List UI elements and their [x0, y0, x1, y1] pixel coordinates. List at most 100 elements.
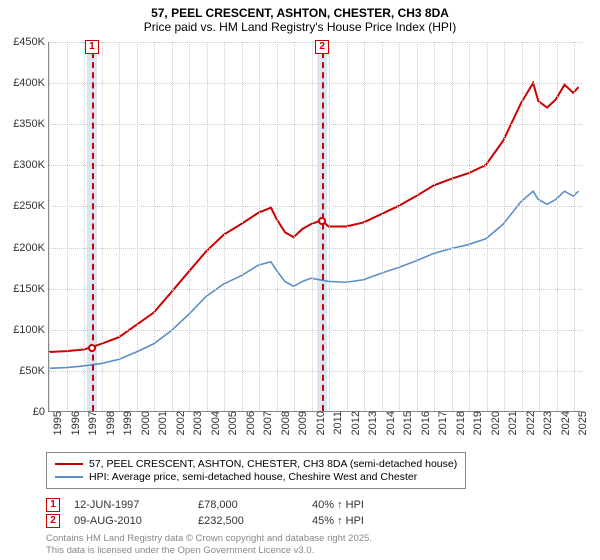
x-axis-tick-label: 2009 — [295, 411, 309, 435]
x-axis-tick-label: 2025 — [575, 411, 589, 435]
sale-marker-dot — [318, 217, 326, 225]
x-axis-tick-label: 2012 — [348, 411, 362, 435]
sale-marker-line — [92, 42, 94, 411]
x-axis-tick-label: 1998 — [103, 411, 117, 435]
x-gridline — [364, 42, 365, 411]
sale-marker-number: 2 — [315, 40, 329, 54]
x-gridline — [417, 42, 418, 411]
x-gridline — [347, 42, 348, 411]
annotation-row: 209-AUG-2010£232,50045% ↑ HPI — [46, 514, 364, 528]
chart-svg — [49, 42, 582, 411]
x-axis-tick-label: 2006 — [243, 411, 257, 435]
x-gridline — [277, 42, 278, 411]
x-gridline — [539, 42, 540, 411]
x-gridline — [189, 42, 190, 411]
x-gridline — [154, 42, 155, 411]
x-axis-tick-label: 2002 — [173, 411, 187, 435]
annotation-row: 1 12-JUN-1997 £78,000 40% ↑ HPI — [46, 498, 364, 512]
x-gridline — [84, 42, 85, 411]
x-axis-tick-label: 2003 — [190, 411, 204, 435]
title-address: 57, PEEL CRESCENT, ASHTON, CHESTER, CH3 … — [0, 6, 600, 20]
y-axis-tick-label: £100K — [13, 324, 49, 336]
y-axis-tick-label: £0 — [33, 406, 49, 418]
chart-title-block: 57, PEEL CRESCENT, ASHTON, CHESTER, CH3 … — [0, 0, 600, 36]
y-axis-tick-label: £150K — [13, 283, 49, 295]
x-gridline — [172, 42, 173, 411]
y-axis-tick-label: £200K — [13, 242, 49, 254]
x-axis-tick-label: 2001 — [155, 411, 169, 435]
annotation-table: 1 12-JUN-1997 £78,000 40% ↑ HPI 2 09-AUG-2010… — [46, 496, 364, 530]
y-axis-tick-label: £50K — [19, 365, 49, 377]
legend-swatch — [55, 476, 83, 478]
x-gridline — [242, 42, 243, 411]
x-gridline — [49, 42, 50, 411]
x-axis-tick-label: 1995 — [50, 411, 64, 435]
x-gridline — [312, 42, 313, 411]
legend-label: HPI: Average price, semi-detached house,… — [89, 471, 417, 483]
x-gridline — [119, 42, 120, 411]
x-gridline — [522, 42, 523, 411]
x-gridline — [67, 42, 68, 411]
x-axis-tick-label: 2014 — [383, 411, 397, 435]
annotation-date: 12-JUN-1997 — [74, 499, 184, 511]
y-gridline — [49, 371, 582, 372]
x-gridline — [382, 42, 383, 411]
y-gridline — [49, 165, 582, 166]
annotation-price: £232,500 — [198, 515, 298, 527]
legend-item: HPI: Average price, semi-detached house,… — [55, 471, 457, 483]
annotation-delta: 40% ↑ HPI — [312, 499, 364, 511]
y-axis-tick-label: £400K — [13, 77, 49, 89]
sale-marker-number: 1 — [85, 40, 99, 54]
x-axis-tick-label: 2023 — [540, 411, 554, 435]
annotation-date: 09-AUG-2010 — [74, 515, 184, 527]
x-axis-tick-label: 2011 — [330, 411, 344, 435]
x-axis-tick-label: 2018 — [453, 411, 467, 435]
x-gridline — [574, 42, 575, 411]
footer-line2: This data is licensed under the Open Gov… — [46, 545, 372, 556]
x-gridline — [434, 42, 435, 411]
x-gridline — [557, 42, 558, 411]
x-axis-tick-label: 2017 — [435, 411, 449, 435]
x-axis-tick-label: 2005 — [225, 411, 239, 435]
x-axis-tick-label: 2008 — [278, 411, 292, 435]
y-axis-tick-label: £450K — [13, 36, 49, 48]
y-axis-tick-label: £350K — [13, 118, 49, 130]
sale-marker-dot — [88, 344, 96, 352]
y-gridline — [49, 124, 582, 125]
x-axis-tick-label: 2000 — [138, 411, 152, 435]
series-line-hpi — [49, 191, 579, 368]
y-gridline — [49, 248, 582, 249]
x-axis-tick-label: 2010 — [313, 411, 327, 435]
x-axis-tick-label: 2024 — [558, 411, 572, 435]
x-axis-tick-label: 2021 — [505, 411, 519, 435]
x-axis-tick-label: 2004 — [208, 411, 222, 435]
x-gridline — [224, 42, 225, 411]
title-subtitle: Price paid vs. HM Land Registry's House … — [0, 20, 600, 34]
x-gridline — [399, 42, 400, 411]
legend-label: 57, PEEL CRESCENT, ASHTON, CHESTER, CH3 … — [89, 458, 457, 470]
annotation-price: £78,000 — [198, 499, 298, 511]
y-axis-tick-label: £250K — [13, 200, 49, 212]
x-gridline — [259, 42, 260, 411]
x-gridline — [207, 42, 208, 411]
x-gridline — [294, 42, 295, 411]
footer-attribution: Contains HM Land Registry data © Crown c… — [46, 533, 372, 556]
annotation-marker-number: 2 — [46, 514, 60, 528]
legend-item: 57, PEEL CRESCENT, ASHTON, CHESTER, CH3 … — [55, 458, 457, 470]
y-gridline — [49, 83, 582, 84]
legend: 57, PEEL CRESCENT, ASHTON, CHESTER, CH3 … — [46, 452, 466, 489]
chart-plot-area: £0£50K£100K£150K£200K£250K£300K£350K£400… — [48, 42, 582, 412]
x-axis-tick-label: 2013 — [365, 411, 379, 435]
y-gridline — [49, 206, 582, 207]
annotation-marker-number: 1 — [46, 498, 60, 512]
x-axis-tick-label: 2016 — [418, 411, 432, 435]
y-gridline — [49, 289, 582, 290]
x-axis-tick-label: 1996 — [68, 411, 82, 435]
x-gridline — [469, 42, 470, 411]
x-gridline — [329, 42, 330, 411]
x-axis-tick-label: 1997 — [85, 411, 99, 435]
x-axis-tick-label: 1999 — [120, 411, 134, 435]
x-gridline — [102, 42, 103, 411]
y-axis-tick-label: £300K — [13, 159, 49, 171]
x-gridline — [504, 42, 505, 411]
